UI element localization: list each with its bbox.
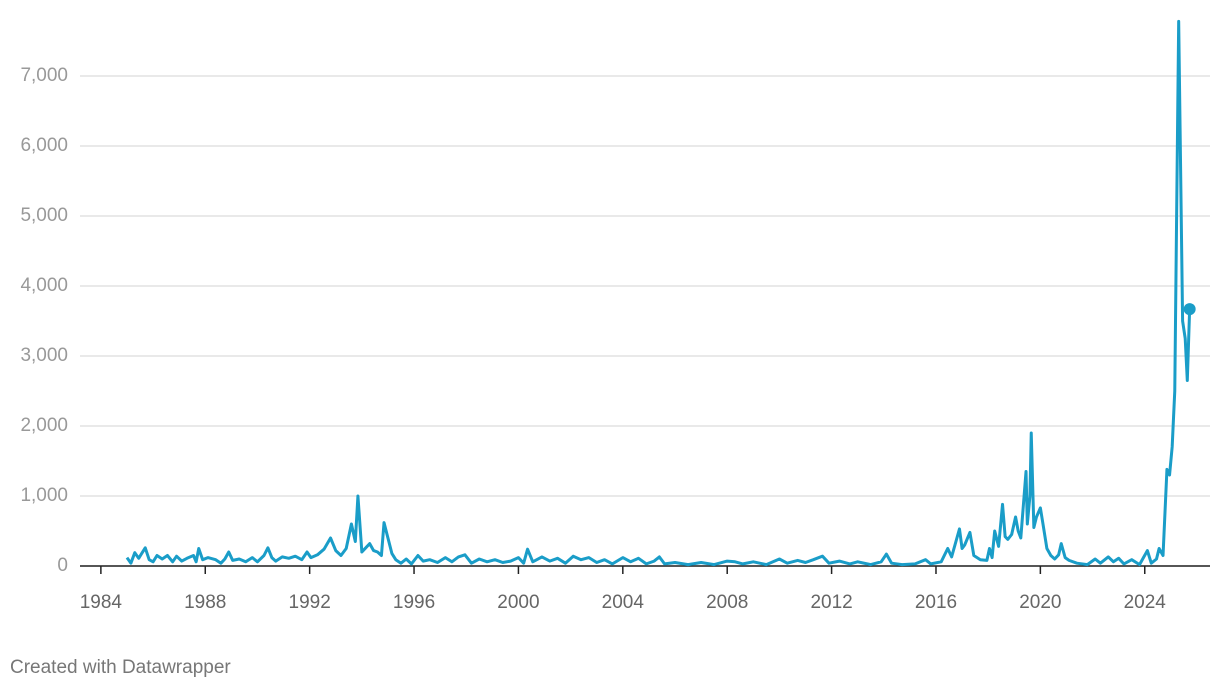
x-tick-label: 2016: [915, 592, 957, 613]
y-tick-label: 6,000: [20, 135, 68, 156]
x-tick-label: 1996: [393, 592, 435, 613]
end-marker: [1183, 303, 1196, 316]
x-tick-label: 2008: [706, 592, 748, 613]
footer: Created with Datawrapper: [10, 657, 231, 678]
x-tick-label: 2020: [1019, 592, 1061, 613]
y-tick-label: 5,000: [20, 205, 68, 226]
x-tick-label: 2024: [1124, 592, 1167, 613]
x-tick-label: 1988: [184, 592, 226, 613]
line: [125, 19, 1192, 567]
x-tick-label: 2000: [497, 592, 539, 613]
y-tick-label: 7,000: [20, 65, 68, 86]
y-tick-label: 4,000: [20, 275, 68, 296]
x-tick-label: 1992: [289, 592, 331, 613]
y-tick-label: 3,000: [20, 345, 68, 366]
y-tick-label: 2,000: [20, 415, 68, 436]
x-tick-label: 1984: [80, 592, 123, 613]
x-tick-label: 2012: [810, 592, 852, 613]
y-tick-label: 0: [57, 555, 68, 576]
x-tick-label: 2004: [602, 592, 645, 613]
y-tick-label: 1,000: [20, 485, 68, 506]
